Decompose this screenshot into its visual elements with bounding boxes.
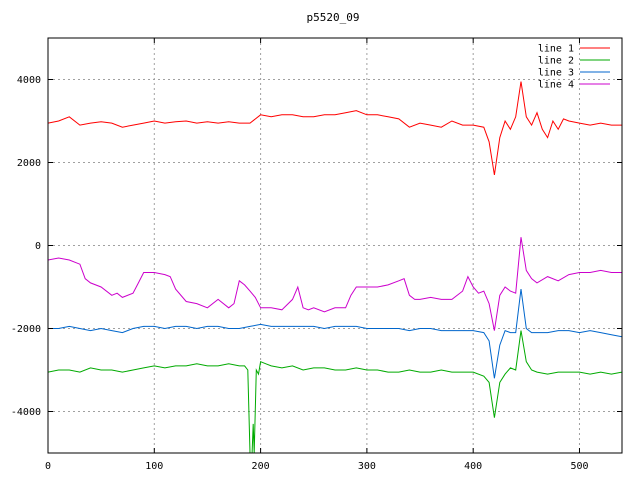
- x-tick-label-5: 500: [570, 461, 588, 472]
- series-line-2: [48, 330, 622, 453]
- legend-label-1: line 1: [538, 44, 574, 55]
- y-tick-label-4: 4000: [17, 75, 41, 86]
- y-tick-label-2: 0: [35, 241, 41, 252]
- x-tick-label-1: 100: [145, 461, 163, 472]
- y-tick-label-3: 2000: [17, 158, 41, 169]
- series-line-3: [48, 289, 622, 379]
- y-tick-label-0: -4000: [11, 407, 41, 418]
- legend-label-4: line 4: [538, 80, 574, 91]
- x-tick-label-2: 200: [252, 461, 270, 472]
- x-tick-label-0: 0: [45, 461, 51, 472]
- axis-ticks: 0 100 200 300 400 500 -4000 -2000 0 2000 4000: [11, 38, 622, 472]
- legend-label-3: line 3: [538, 68, 574, 79]
- x-tick-label-4: 400: [464, 461, 482, 472]
- x-tick-label-3: 300: [358, 461, 376, 472]
- y-tick-label-1: -2000: [11, 324, 41, 335]
- series-group: [48, 81, 622, 453]
- chart-title: p5520_09: [307, 11, 360, 24]
- legend-label-2: line 2: [538, 56, 574, 67]
- series-line-4: [48, 237, 622, 331]
- series-line-1: [48, 81, 622, 175]
- grid-lines: [48, 38, 622, 453]
